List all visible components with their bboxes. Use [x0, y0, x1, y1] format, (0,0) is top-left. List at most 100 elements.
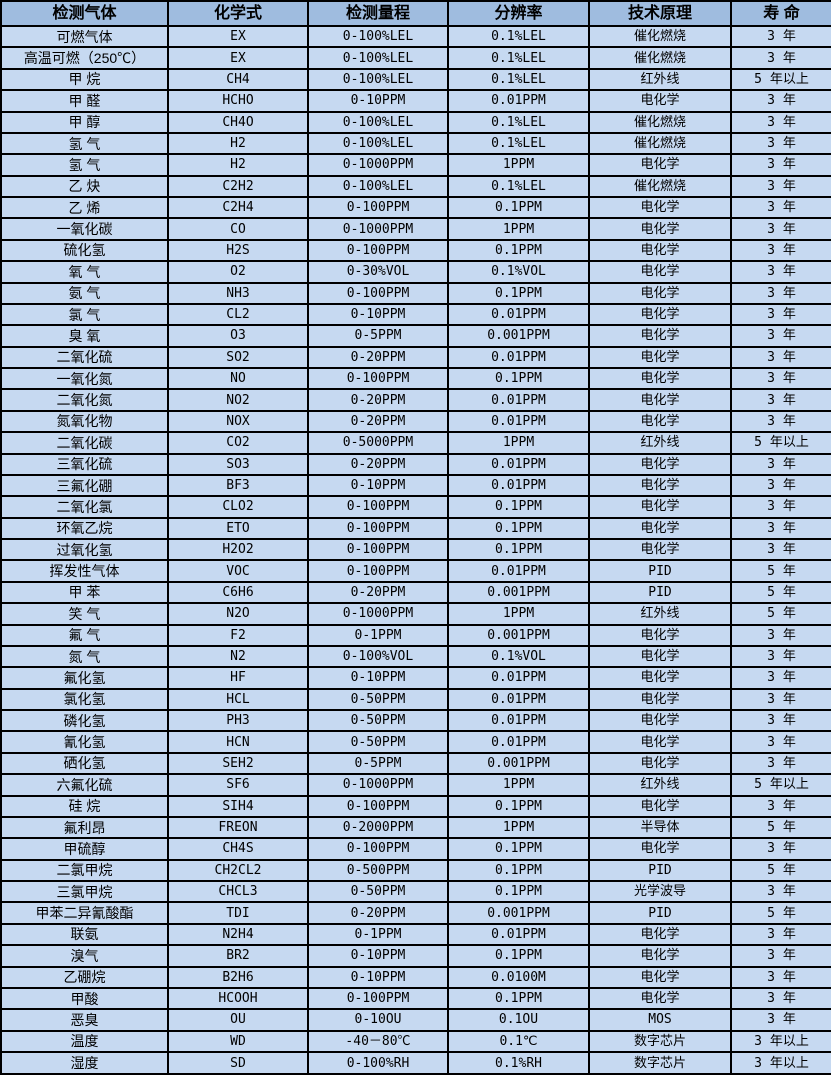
table-row: 氯化氢 HCL 0-50PPM 0.01PPM 电化学 3 年: [0, 687, 831, 712]
table-row: 二氧化氮 NO2 0-20PPM 0.01PPM 电化学 3 年: [0, 388, 831, 412]
lifespan-cell: 3 年: [730, 837, 831, 861]
table-row: 乙 炔 C2H2 0-100%LEL 0.1%LEL 催化燃烧 3 年: [0, 174, 831, 199]
resolution-cell: 0.001PPM: [447, 580, 590, 605]
range-cell: 0-1PPM: [307, 623, 449, 647]
table-row: 乙硼烷 B2H6 0-10PPM 0.0100M 电化学 3 年: [0, 965, 831, 989]
principle-cell: 电化学: [588, 751, 732, 776]
range-cell: 0-5PPM: [307, 324, 449, 348]
gas-name-cell: 氢 气: [0, 131, 169, 156]
lifespan-cell: 3 年: [730, 195, 831, 220]
header-row: 检测气体 化学式 检测量程 分辨率 技术原理寿 命: [0, 0, 831, 27]
table-row: 一氧化氮 NO 0-100PPM 0.1PPM 电化学 3 年: [0, 366, 831, 391]
lifespan-cell: 3 年: [730, 751, 831, 776]
resolution-cell: 0.1PPM: [447, 879, 590, 904]
principle-cell: 红外线: [588, 431, 732, 455]
lifespan-cell: 3 年: [730, 922, 831, 947]
table-row: 温度 WD -40－80℃ 0.1℃ 数字芯片 3 年以上: [0, 1029, 831, 1054]
lifespan-cell: 3 年: [730, 366, 831, 391]
gas-name-cell: 温度: [0, 1029, 169, 1054]
range-cell: 0-20PPM: [307, 409, 449, 434]
resolution-cell: 0.01PPM: [447, 89, 590, 113]
principle-cell: 电化学: [588, 409, 732, 434]
gas-name-cell: 硒化氢: [0, 751, 169, 776]
gas-name-cell: 氨 气: [0, 281, 169, 305]
lifespan-cell: 5 年以上: [730, 773, 831, 797]
lifespan-cell: 3 年: [730, 687, 831, 712]
table-row: 氰化氢 HCN 0-50PPM 0.01PPM 电化学 3 年: [0, 730, 831, 754]
formula-cell: SF6: [167, 773, 309, 797]
principle-cell: 电化学: [588, 452, 732, 476]
gas-name-cell: 恶臭: [0, 1008, 169, 1032]
principle-cell: 催化燃烧: [588, 110, 732, 134]
principle-cell: 电化学: [588, 495, 732, 519]
table-row: 甲 醇 CH4O 0-100%LEL 0.1%LEL 催化燃烧 3 年: [0, 110, 831, 134]
resolution-cell: 0.1PPM: [447, 986, 590, 1011]
range-cell: 0-100PPM: [307, 195, 449, 220]
gas-name-cell: 甲 烷: [0, 67, 169, 92]
resolution-cell: 0.1PPM: [447, 537, 590, 562]
formula-cell: C2H2: [167, 174, 309, 199]
principle-cell: 电化学: [588, 644, 732, 669]
principle-cell: 电化学: [588, 238, 732, 263]
table-row: 甲 苯 C6H6 0-20PPM 0.001PPM PID 5 年: [0, 580, 831, 605]
principle-cell: 电化学: [588, 730, 732, 754]
range-cell: 0-100PPM: [307, 559, 449, 583]
table-row: 三氧化硫 SO3 0-20PPM 0.01PPM 电化学 3 年: [0, 452, 831, 476]
resolution-cell: 0.1PPM: [447, 281, 590, 305]
table-row: 氨 气 NH3 0-100PPM 0.1PPM 电化学 3 年: [0, 281, 831, 305]
principle-cell: 电化学: [588, 922, 732, 947]
gas-name-cell: 氧 气: [0, 260, 169, 284]
range-cell: 0-20PPM: [307, 580, 449, 605]
formula-cell: HF: [167, 666, 309, 690]
lifespan-cell: 3 年: [730, 409, 831, 434]
range-cell: 0-100%LEL: [307, 131, 449, 156]
principle-cell: 电化学: [588, 516, 732, 541]
formula-cell: WD: [167, 1029, 309, 1054]
principle-cell: PID: [588, 559, 732, 583]
table-row: 溴气 BR2 0-10PPM 0.1PPM 电化学 3 年: [0, 944, 831, 968]
resolution-cell: 0.001PPM: [447, 901, 590, 925]
resolution-cell: 0.1%LEL: [447, 131, 590, 156]
column-header: 分辨率: [447, 0, 590, 27]
range-cell: 0-100PPM: [307, 281, 449, 305]
principle-cell: 电化学: [588, 965, 732, 989]
formula-cell: N2: [167, 644, 309, 669]
range-cell: 0-100PPM: [307, 794, 449, 818]
range-cell: 0-10PPM: [307, 302, 449, 327]
table-row: 笑 气 N2O 0-1000PPM 1PPM 红外线 5 年: [0, 602, 831, 626]
table-row: 二氯甲烷 CH2CL2 0-500PPM 0.1PPM PID 5 年: [0, 858, 831, 883]
lifespan-cell: 5 年以上: [730, 431, 831, 455]
gas-name-cell: 甲硫醇: [0, 837, 169, 861]
formula-cell: CO: [167, 217, 309, 241]
gas-name-cell: 氮氧化物: [0, 409, 169, 434]
table-row: 氟利昂 FREON 0-2000PPM 1PPM 半导体 5 年: [0, 815, 831, 840]
range-cell: 0-50PPM: [307, 879, 449, 904]
range-cell: 0-100%LEL: [307, 110, 449, 134]
lifespan-cell: 3 年: [730, 388, 831, 412]
principle-cell: 电化学: [588, 794, 732, 818]
gas-name-cell: 甲酸: [0, 986, 169, 1011]
table-row: 一氧化碳 CO 0-1000PPM 1PPM 电化学 3 年: [0, 217, 831, 241]
resolution-cell: 0.1PPM: [447, 944, 590, 968]
principle-cell: 电化学: [588, 708, 732, 733]
gas-name-cell: 溴气: [0, 944, 169, 968]
table-row: 乙 烯 C2H4 0-100PPM 0.1PPM 电化学 3 年: [0, 195, 831, 220]
formula-cell: N2O: [167, 602, 309, 626]
range-cell: -40－80℃: [307, 1029, 449, 1054]
range-cell: 0-5PPM: [307, 751, 449, 776]
range-cell: 0-100PPM: [307, 495, 449, 519]
table-row: 氟化氢 HF 0-10PPM 0.01PPM 电化学 3 年: [0, 666, 831, 690]
range-cell: 0-100PPM: [307, 238, 449, 263]
resolution-cell: 0.01PPM: [447, 473, 590, 498]
principle-cell: 电化学: [588, 666, 732, 690]
gas-name-cell: 甲 醇: [0, 110, 169, 134]
formula-cell: B2H6: [167, 965, 309, 989]
lifespan-cell: 3 年: [730, 537, 831, 562]
formula-cell: H2: [167, 131, 309, 156]
gas-name-cell: 二氧化氮: [0, 388, 169, 412]
gas-name-cell: 硫化氢: [0, 238, 169, 263]
resolution-cell: 0.1PPM: [447, 858, 590, 883]
formula-cell: H2: [167, 153, 309, 177]
formula-cell: SO2: [167, 345, 309, 370]
formula-cell: SO3: [167, 452, 309, 476]
